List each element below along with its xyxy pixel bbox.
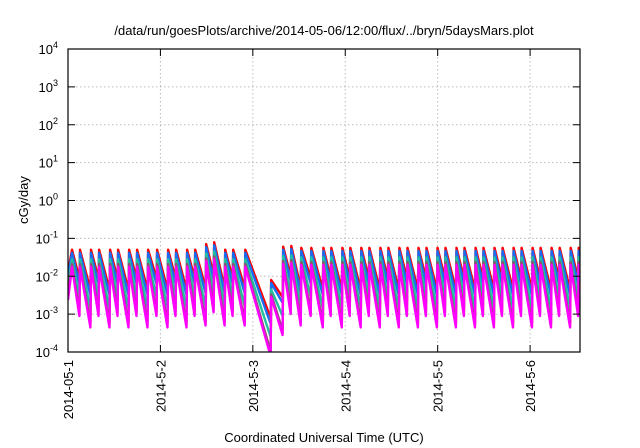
x-tick-label: 2014-5-2: [153, 360, 168, 412]
y-tick-label: 10-3: [36, 305, 58, 322]
x-tick-label: 2014-5-3: [246, 360, 261, 412]
y-tick-label: 10-2: [36, 267, 58, 284]
chart-title: /data/run/goesPlots/archive/2014-05-06/1…: [114, 23, 534, 38]
x-tick-label: 2014-5-6: [523, 360, 538, 412]
y-tick-label: 102: [39, 116, 58, 133]
x-axis: 2014-05-1 2014-5-2 2014-5-3 2014-5-4 2014-5-…: [61, 49, 538, 419]
y-tick-label: 10-4: [36, 343, 58, 360]
y-tick-label: 10-1: [36, 229, 58, 246]
y-tick-label: 100: [39, 192, 58, 209]
x-tick-label: 2014-5-5: [431, 360, 446, 412]
x-axis-label: Coordinated Universal Time (UTC): [224, 430, 423, 445]
y-tick-label: 101: [39, 154, 58, 171]
x-tick-label: 2014-05-1: [61, 360, 76, 419]
y-axis: 104 103 102 101 100 10-1 10-2 10-3 10-4: [36, 40, 580, 360]
series-magenta: [68, 258, 580, 352]
x-tick-label: 2014-5-4: [338, 360, 353, 412]
y-tick-label: 103: [39, 78, 58, 95]
series-group: [68, 240, 580, 352]
y-axis-label: cGy/day: [16, 176, 31, 224]
y-tick-label: 104: [39, 40, 58, 57]
